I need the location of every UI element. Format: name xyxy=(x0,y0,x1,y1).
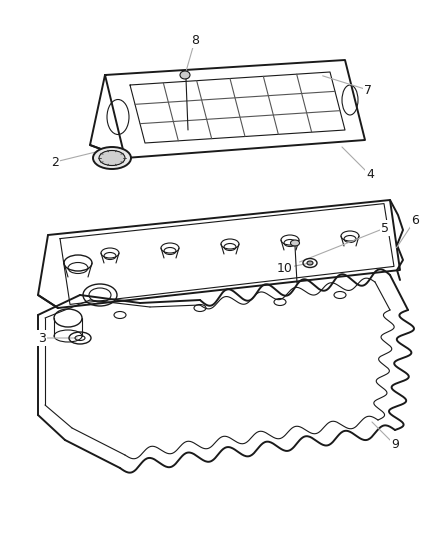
Text: 5: 5 xyxy=(381,222,389,235)
Text: 10: 10 xyxy=(277,262,293,274)
Text: 4: 4 xyxy=(366,168,374,182)
Ellipse shape xyxy=(93,147,131,169)
Ellipse shape xyxy=(290,240,300,246)
Ellipse shape xyxy=(307,261,313,265)
Text: 9: 9 xyxy=(391,439,399,451)
Ellipse shape xyxy=(99,150,125,166)
Text: 2: 2 xyxy=(51,156,59,168)
Text: 8: 8 xyxy=(191,34,199,46)
Ellipse shape xyxy=(180,71,190,79)
Text: 6: 6 xyxy=(411,214,419,227)
Text: 7: 7 xyxy=(364,84,372,96)
Text: 3: 3 xyxy=(38,332,46,344)
